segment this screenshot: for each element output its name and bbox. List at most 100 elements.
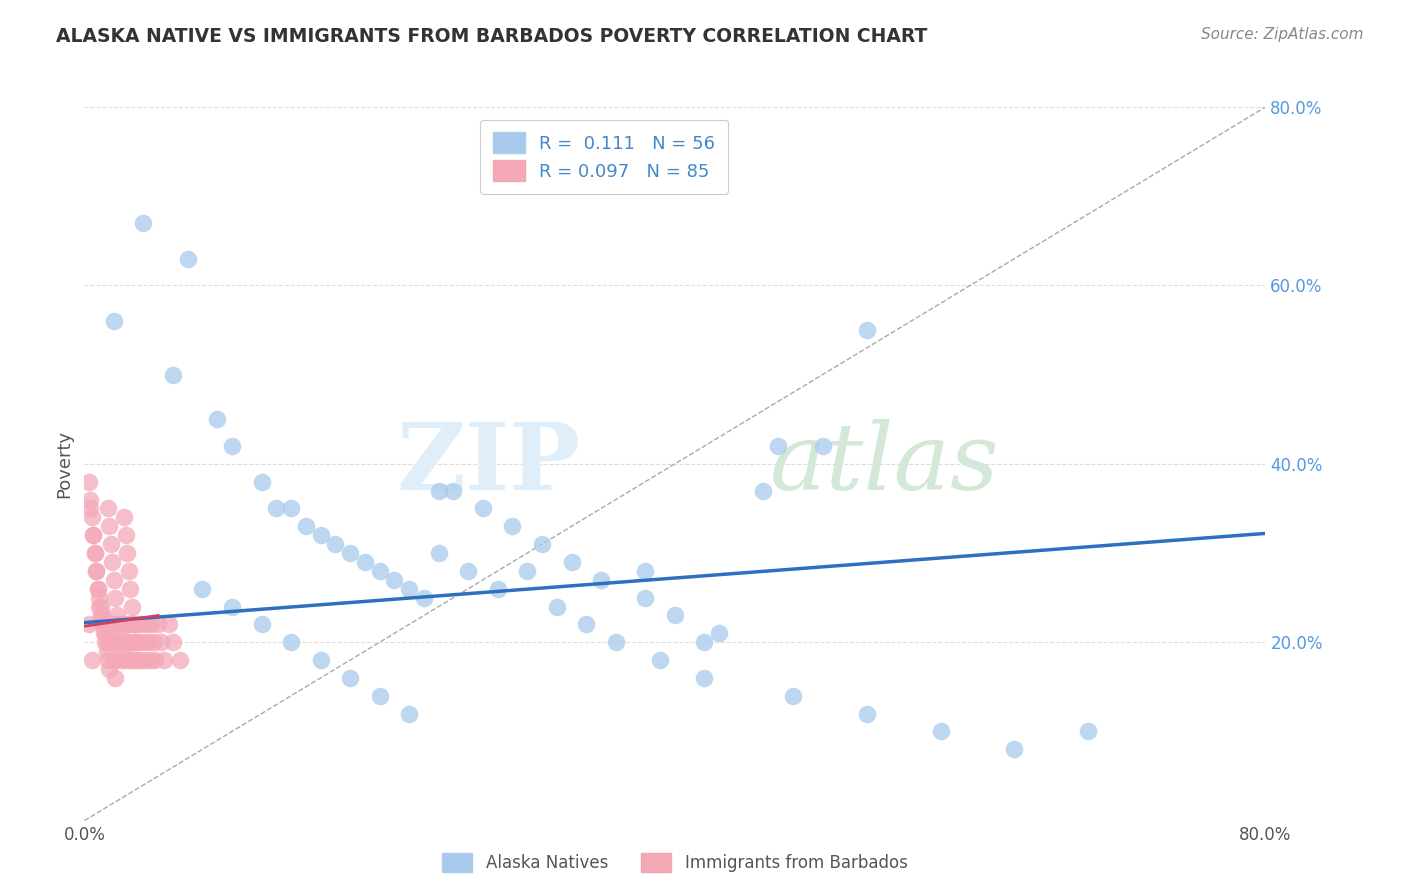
Point [104,591,127,605]
Point [112,510,135,524]
Point [124,635,146,649]
Point [100,617,122,632]
Point [125,653,148,667]
Point [309,653,332,667]
Point [103,653,125,667]
Point [120,582,142,596]
Point [148,617,170,632]
Point [131,653,153,667]
Point [108,626,131,640]
Point [98,519,121,533]
Point [80,653,103,667]
Point [97,501,120,516]
Point [96,635,118,649]
Point [546,599,568,614]
Point [103,314,125,328]
Point [457,564,479,578]
Point [111,635,134,649]
Point [427,483,450,498]
Point [98,662,121,676]
Point [91,608,114,623]
Point [121,599,143,614]
Point [693,635,716,649]
Point [118,653,141,667]
Point [107,635,129,649]
Point [82,528,104,542]
Point [93,617,115,632]
Text: atlas: atlas [769,419,998,508]
Point [125,635,148,649]
Point [309,528,332,542]
Point [139,653,162,667]
Point [115,635,138,649]
Point [605,635,627,649]
Point [94,635,117,649]
Point [398,706,420,721]
Point [100,537,122,551]
Point [250,475,273,489]
Point [280,501,302,516]
Point [472,501,495,516]
Point [530,537,553,551]
Point [323,537,347,551]
Point [221,439,243,453]
Point [115,546,138,560]
Point [110,635,132,649]
Point [104,671,127,685]
Point [811,439,834,453]
Point [221,599,243,614]
Point [368,689,391,703]
Point [141,617,163,632]
Point [124,617,146,632]
Point [427,546,450,560]
Point [855,323,877,337]
Point [132,617,155,632]
Point [1077,724,1099,739]
Point [96,644,118,658]
Point [105,608,128,623]
Point [86,582,108,596]
Point [855,706,877,721]
Point [118,564,141,578]
Point [280,635,302,649]
Point [138,635,160,649]
Point [591,573,613,587]
Point [121,635,143,649]
Point [128,617,150,632]
Point [89,599,111,614]
Point [77,617,100,632]
Point [93,626,115,640]
Point [90,599,112,614]
Point [782,689,804,703]
Y-axis label: Poverty: Poverty [55,430,73,498]
Point [107,617,129,632]
Point [135,653,157,667]
Point [114,617,136,632]
Point [295,519,318,533]
Point [120,617,142,632]
Point [122,653,145,667]
Point [516,564,538,578]
Point [693,671,716,685]
Point [177,252,200,266]
Point [91,617,114,632]
Point [575,617,598,632]
Point [89,591,111,605]
Point [101,635,124,649]
Point [368,564,391,578]
Point [83,546,105,560]
Point [80,510,103,524]
Point [162,368,184,382]
Point [205,412,228,426]
Point [86,582,108,596]
Point [97,653,120,667]
Point [134,635,156,649]
Point [339,546,361,560]
Point [162,635,184,649]
Point [634,591,657,605]
Text: ZIP: ZIP [396,419,581,508]
Point [191,582,214,596]
Point [101,555,124,569]
Point [648,653,672,667]
Point [143,653,166,667]
